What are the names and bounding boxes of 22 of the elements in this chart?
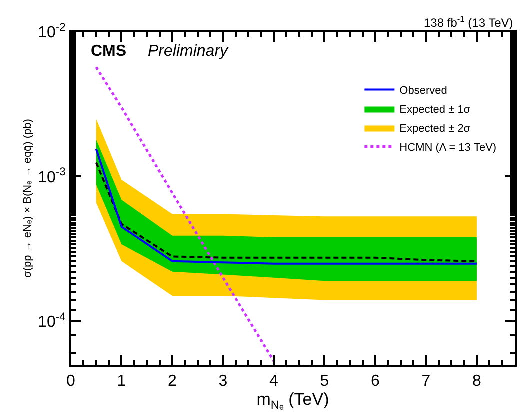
- x-tick-label: 6: [371, 373, 380, 390]
- y-axis-title: σ(pp → eNₑ) × B(Nₑ → eqq̄) (pb): [22, 119, 34, 278]
- x-tick-label: 2: [168, 373, 178, 390]
- legend-label: Expected ± 1σ: [400, 104, 471, 116]
- x-tick-label: 5: [320, 373, 330, 390]
- legend-label: Observed: [400, 85, 448, 98]
- legend-label: HCMN (Λ = 13 TeV): [400, 142, 497, 154]
- x-tick-label: 7: [422, 373, 431, 390]
- x-tick-label: 8: [472, 373, 482, 390]
- x-tick-label: 1: [117, 373, 126, 390]
- x-axis-title: m$_{Nₑ}$ (TeV): [256, 390, 330, 412]
- line-series: [95, 66, 276, 363]
- x-tick-label: 0: [66, 373, 76, 390]
- chart-title: 138 fb$^{-1}$ (13 TeV): [424, 14, 514, 30]
- y-tick-label: 10$^{-2}$: [38, 22, 66, 42]
- y-tick-label: 10$^{-4}$: [38, 311, 66, 332]
- y-tick-label: 10$^{-3}$: [38, 166, 66, 186]
- x-tick-label: 4: [270, 373, 279, 390]
- legend-label: Expected ± 2σ: [400, 123, 471, 136]
- annotation: Preliminary: [148, 43, 230, 60]
- x-tick-label: 3: [218, 373, 228, 390]
- annotation: CMS: [91, 43, 127, 60]
